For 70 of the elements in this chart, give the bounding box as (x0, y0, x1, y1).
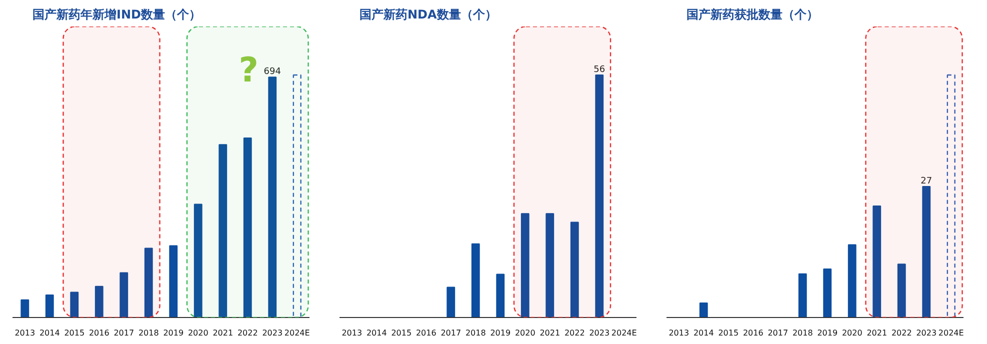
chart-title: 国产新药获批数量（个） (686, 8, 818, 22)
data-label: 56 (594, 65, 606, 75)
x-tick-label: 2023 (589, 328, 610, 338)
bar (169, 245, 178, 318)
x-tick-label: 2016 (742, 328, 764, 338)
x-tick-label: 2021 (866, 328, 888, 338)
bar (218, 144, 228, 318)
x-tick-label: 2018 (792, 328, 813, 338)
x-tick-label: 2022 (891, 328, 912, 338)
x-tick-label: 2020 (188, 328, 208, 338)
bar (144, 248, 153, 318)
x-tick-label: 2022 (564, 328, 585, 338)
x-tick-label: 2020 (842, 328, 862, 338)
x-tick-label: 2019 (490, 328, 511, 338)
x-tick-label: 2020 (514, 328, 536, 338)
bar (570, 222, 579, 318)
chart-title: 国产新药年新增IND数量（个） (32, 8, 201, 22)
x-tick-label: 2013 (668, 328, 690, 338)
x-tick-label: 2017 (440, 328, 462, 338)
bar (45, 294, 54, 318)
x-tick-label: 2016 (416, 328, 436, 338)
bar (70, 292, 79, 318)
x-tick-label: 2024E (284, 328, 310, 338)
x-tick-label: 2024E (611, 328, 637, 338)
x-tick-label: 2018 (138, 328, 159, 338)
chart-title: 国产新药NDA数量（个） (360, 8, 497, 22)
x-tick-label: 2024E (938, 328, 964, 338)
x-tick-label: 2017 (768, 328, 788, 338)
bar (194, 204, 202, 318)
x-tick-label: 2015 (391, 328, 412, 338)
bar (292, 74, 302, 318)
x-tick-label: 2018 (465, 328, 486, 338)
x-tick-label: 2021 (540, 328, 560, 338)
data-label: 27 (920, 176, 932, 187)
x-tick-label: 2013 (342, 328, 362, 338)
bar (120, 272, 128, 318)
bar (546, 213, 554, 318)
x-tick-label: 2016 (88, 328, 110, 338)
x-tick-label: 2019 (163, 328, 184, 338)
bar (848, 244, 856, 318)
x-tick-label: 2019 (817, 328, 838, 338)
x-tick-label: 2013 (14, 328, 36, 338)
x-tick-label: 2017 (114, 328, 134, 338)
data-label: 694 (264, 67, 282, 78)
x-tick-label: 2022 (237, 328, 258, 338)
bar (94, 286, 104, 318)
bar (595, 74, 604, 318)
bar (496, 274, 505, 318)
x-tick-label: 2015 (64, 328, 85, 338)
bar (20, 299, 30, 318)
x-tick-label: 2014 (693, 328, 714, 338)
bar (823, 268, 832, 318)
bar (922, 186, 931, 318)
x-tick-label: 2015 (718, 328, 739, 338)
x-tick-label: 2014 (366, 328, 387, 338)
bar (243, 138, 252, 318)
bar (897, 264, 906, 318)
bar (946, 74, 956, 318)
bar (446, 286, 456, 318)
bar (268, 76, 277, 318)
x-tick-label: 2021 (212, 328, 234, 338)
x-tick-label: 2014 (39, 328, 60, 338)
x-tick-label: 2023 (262, 328, 283, 338)
bar (699, 302, 708, 318)
bar (471, 243, 480, 318)
x-tick-label: 2023 (916, 328, 937, 338)
bar (872, 205, 882, 318)
bar (520, 213, 530, 318)
annotation: ? (238, 50, 258, 91)
bar (798, 273, 807, 318)
